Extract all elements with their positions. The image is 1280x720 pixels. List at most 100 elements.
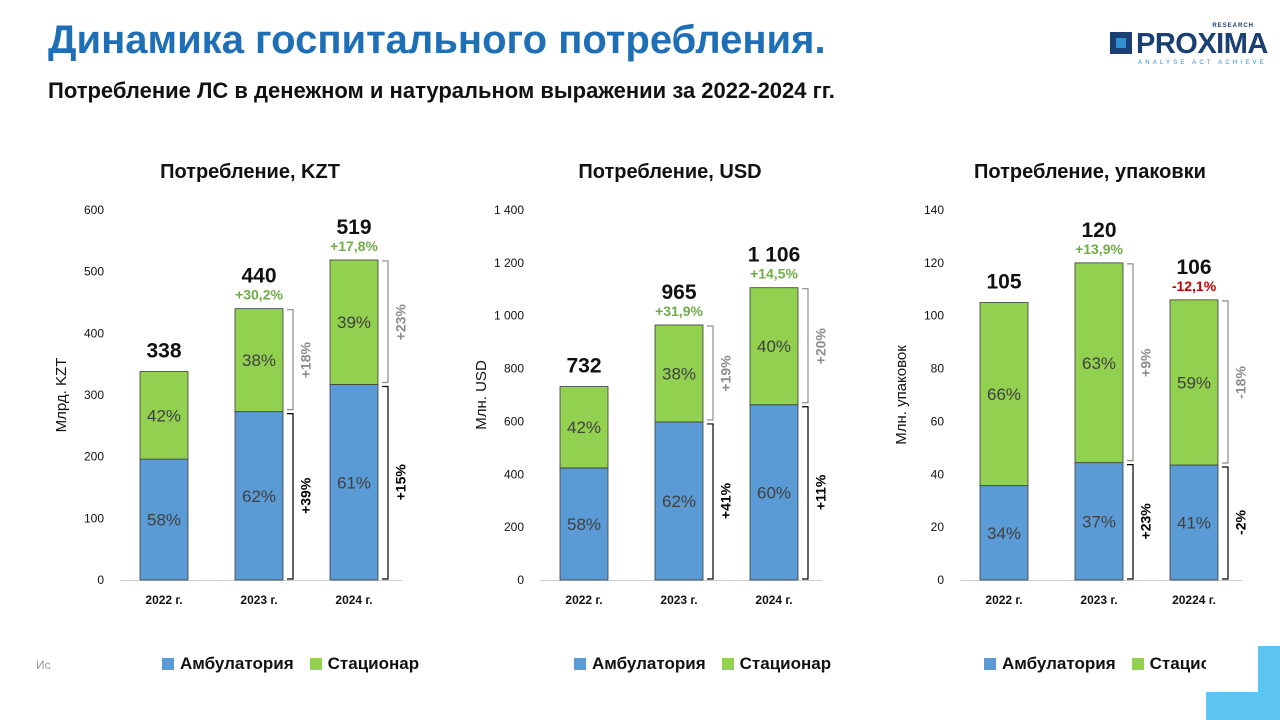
logo-tagline: ANALYSE ACT ACHIEVE: [1138, 60, 1267, 66]
chart-packages: Потребление, упаковки Млн. упаковок 0 20 40 6…: [893, 161, 1249, 607]
bar-ambulatory: [139, 458, 189, 581]
bar-label-stationary: 38%: [242, 351, 276, 370]
source-note: Ис: [36, 658, 51, 672]
chart-usd: Потребление, USD Млн. USD 0 200 400 600 800 1 0…: [473, 161, 829, 607]
y-tick-label: 100: [84, 511, 104, 525]
total-label: 519: [336, 216, 371, 239]
logo-mark-icon: [1110, 32, 1132, 54]
total-label: 338: [146, 340, 181, 363]
bar-label-stationary: 59%: [1177, 373, 1211, 392]
y-tick-label: 200: [84, 450, 104, 464]
x-tick-label: 2024 г.: [335, 593, 372, 607]
y-tick-label: 600: [504, 414, 524, 428]
bar-stationary: [234, 308, 284, 413]
bracket-upper: [287, 309, 294, 411]
total-label: 1 106: [748, 244, 801, 267]
y-tick-label: 80: [931, 362, 945, 376]
legend-swatch-ambulatory: [984, 658, 996, 670]
bar-stationary: [1074, 262, 1124, 464]
bar-label-stationary: 40%: [757, 337, 791, 356]
bracket-upper: [1127, 263, 1134, 462]
x-tick-label: 2023 г.: [660, 593, 697, 607]
y-tick-label: 600: [84, 203, 104, 217]
bar-stationary: [329, 259, 379, 385]
x-tick-label: 20224 г.: [1172, 593, 1216, 607]
growth-label: +13,9%: [1075, 241, 1123, 257]
x-tick-label: 2023 г.: [240, 593, 277, 607]
bar-label-ambulatory: 41%: [1177, 514, 1211, 533]
legend-label-stationary: Стационар: [327, 654, 420, 673]
y-tick-label: 0: [937, 573, 944, 587]
chart-title: Потребление, KZT: [160, 161, 340, 183]
y-tick-label: 20: [931, 520, 945, 534]
legend-packages: Амбулатория Стационар: [984, 654, 1241, 674]
bar-stationary: [654, 324, 704, 423]
legend-label-stationary: Стационар: [739, 654, 832, 673]
bracket-lower-label: +15%: [393, 464, 409, 501]
chart-kzt: Потребление, KZT Млрд. KZT 0 100 200 300 400 50…: [53, 161, 409, 607]
total-label: 120: [1081, 219, 1116, 242]
bar-label-ambulatory: 34%: [987, 524, 1021, 543]
y-tick-label: 40: [931, 467, 945, 481]
y-axis-label: Млн. упаковок: [893, 345, 910, 445]
chart-title: Потребление, упаковки: [974, 161, 1206, 183]
growth-label: +30,2%: [235, 287, 283, 303]
legend-swatch-stationary: [309, 658, 322, 670]
bracket-lower-label: +11%: [813, 474, 829, 510]
bracket-upper: [1222, 300, 1229, 464]
y-tick-label: 120: [924, 256, 944, 270]
x-tick-label: 2022 г.: [985, 593, 1022, 607]
bar-label-stationary: 42%: [147, 406, 181, 425]
total-label: 965: [661, 281, 696, 304]
bracket-lower: [802, 406, 809, 580]
bar-ambulatory: [749, 404, 799, 581]
y-axis-label: Млрд. KZT: [53, 358, 70, 433]
x-tick-label: 2022 г.: [145, 593, 182, 607]
bracket-lower-label: +39%: [298, 477, 314, 514]
bar-stationary: [979, 302, 1029, 487]
proxima-logo: PROXIMA RESEARCH ANALYSE ACT ACHIEVE: [1108, 23, 1268, 68]
bracket-lower: [1127, 464, 1134, 580]
x-tick-label: 2022 г.: [565, 593, 602, 607]
corner-decoration: [1206, 646, 1280, 720]
bracket-upper-label: +9%: [1138, 348, 1154, 377]
y-tick-label: 0: [97, 573, 104, 587]
y-tick-label: 140: [924, 203, 944, 217]
bar-label-ambulatory: 62%: [662, 492, 696, 511]
x-tick-label: 2024 г.: [755, 593, 792, 607]
bracket-lower: [1222, 466, 1229, 580]
y-tick-label: 1 400: [494, 203, 524, 217]
bracket-upper-label: -18%: [1233, 366, 1249, 399]
bracket-upper: [707, 325, 714, 421]
bar-label-stationary: 38%: [662, 364, 696, 383]
bracket-lower-label: +41%: [718, 482, 734, 519]
growth-label: -12,1%: [1172, 278, 1217, 294]
y-tick-label: 100: [924, 309, 944, 323]
y-tick-label: 800: [504, 362, 524, 376]
growth-label: +31,9%: [655, 303, 703, 319]
page-title: Динамика госпитального потребления.: [48, 18, 826, 62]
bracket-lower-label: -2%: [1233, 510, 1249, 535]
bar-ambulatory: [329, 384, 379, 581]
y-tick-label: 400: [84, 326, 104, 340]
bracket-upper: [382, 260, 389, 384]
y-tick-label: 1 000: [494, 309, 524, 323]
bar-label-stationary: 39%: [337, 313, 371, 332]
bar-ambulatory: [1169, 464, 1219, 581]
y-tick-label: 500: [84, 265, 104, 279]
legend-label-ambulatory: Амбулатория: [1002, 654, 1116, 673]
bar-label-ambulatory: 62%: [242, 487, 276, 506]
bar-label-ambulatory: 58%: [147, 511, 181, 530]
bar-label-stationary: 63%: [1082, 354, 1116, 373]
total-label: 106: [1176, 256, 1211, 279]
bracket-upper-label: +18%: [298, 342, 314, 379]
bracket-lower: [707, 423, 714, 580]
x-tick-label: 2023 г.: [1080, 593, 1117, 607]
legend-swatch-stationary: [1131, 658, 1144, 670]
bar-ambulatory: [979, 485, 1029, 581]
legend-label-ambulatory: Амбулатория: [592, 654, 706, 673]
bracket-lower: [287, 413, 294, 580]
bar-label-ambulatory: 58%: [567, 515, 601, 534]
total-label: 732: [566, 355, 601, 378]
bracket-upper-label: +19%: [718, 355, 734, 392]
